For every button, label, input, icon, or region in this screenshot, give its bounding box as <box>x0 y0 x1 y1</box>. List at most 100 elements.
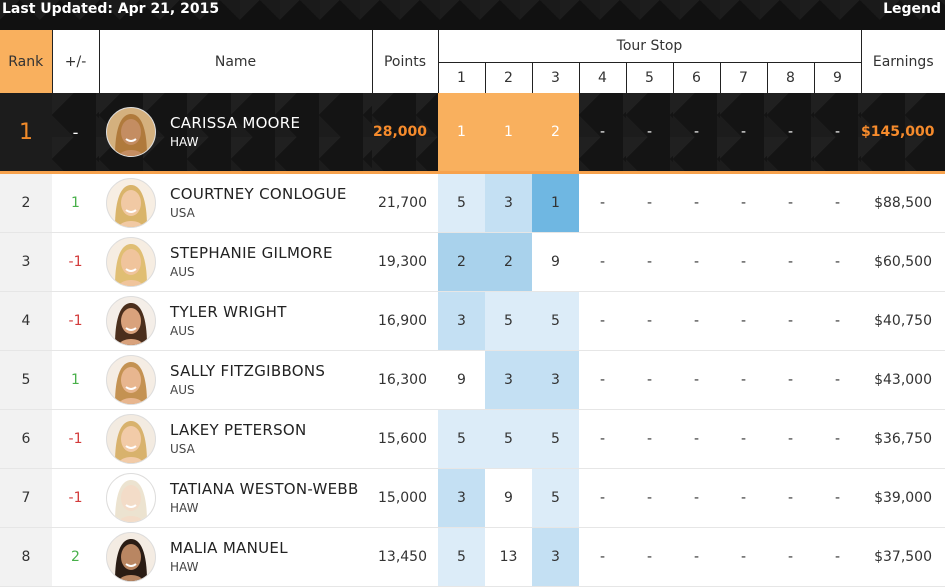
avatar <box>106 237 156 287</box>
surfer-cell[interactable]: STEPHANIE GILMORE AUS <box>99 232 372 292</box>
avatar <box>106 107 156 157</box>
last-updated-text: Last Updated: Apr 21, 2015 <box>2 1 220 17</box>
stop-result-2: 1 <box>485 93 532 174</box>
stop-header-5[interactable]: 5 <box>625 62 673 93</box>
surfer-cell[interactable]: COURTNEY CONLOGUE USA <box>99 172 372 233</box>
stop-result-5: - <box>626 350 673 410</box>
stop-result-4: - <box>579 409 626 469</box>
points-header[interactable]: Points <box>371 30 438 93</box>
stop-result-3: 2 <box>532 93 579 174</box>
change-cell: -1 <box>52 291 99 351</box>
rank-cell: 4 <box>0 291 52 351</box>
surfer-name[interactable]: CARISSA MOORE <box>170 114 301 132</box>
stop-header-8[interactable]: 8 <box>766 62 814 93</box>
rank-cell: 8 <box>0 527 52 587</box>
standings-row[interactable]: 2 1 COURTNEY CONLOGUE USA 21,700 5 3 1- - - - - - $88… <box>0 172 945 233</box>
earnings-cell: $39,000 <box>861 468 945 528</box>
change-cell: - <box>52 93 99 174</box>
stop-header-4[interactable]: 4 <box>578 62 626 93</box>
surfer-cell[interactable]: TATIANA WESTON-WEBB HAW <box>99 468 372 528</box>
stop-header-9[interactable]: 9 <box>813 62 861 93</box>
avatar <box>106 178 156 228</box>
stop-result-1: 5 <box>438 527 485 587</box>
rank-cell: 6 <box>0 409 52 469</box>
stop-result-3: 5 <box>532 409 579 469</box>
surfer-name[interactable]: SALLY FITZGIBBONS <box>170 362 326 380</box>
stop-result-8: - <box>767 350 814 410</box>
standings-row[interactable]: 1- CARISSA MOORE HAW 28,000 1 1 2- - - - - - $145,00… <box>0 93 945 174</box>
stop-result-4: - <box>579 350 626 410</box>
earnings-cell: $36,750 <box>861 409 945 469</box>
standings-row[interactable]: 7 -1 TATIANA WESTON-WEBB HAW 15,000 3 9 5- - - - - -… <box>0 468 945 528</box>
avatar <box>106 355 156 405</box>
stop-result-1: 2 <box>438 232 485 292</box>
stop-result-2: 5 <box>485 409 532 469</box>
avatar <box>106 414 156 464</box>
stop-header-6[interactable]: 6 <box>672 62 720 93</box>
surfer-name[interactable]: LAKEY PETERSON <box>170 421 307 439</box>
surfer-name[interactable]: TATIANA WESTON-WEBB <box>170 480 359 498</box>
stop-result-8: - <box>767 527 814 587</box>
stop-header-1[interactable]: 1 <box>437 62 485 93</box>
surfer-cell[interactable]: LAKEY PETERSON USA <box>99 409 372 469</box>
surfer-name[interactable]: COURTNEY CONLOGUE <box>170 185 347 203</box>
stop-result-6: - <box>673 291 720 351</box>
standings-row[interactable]: 4 -1 TYLER WRIGHT AUS 16,900 3 5 5- - - - - - $40,750 <box>0 291 945 351</box>
rank-cell: 7 <box>0 468 52 528</box>
standings-table: Rank +/- Name Points Tour Stop Earnings … <box>0 30 945 587</box>
stop-result-2: 5 <box>485 291 532 351</box>
standings-row[interactable]: 3 -1 STEPHANIE GILMORE AUS 19,300 2 2 9- - - - - - $6… <box>0 232 945 292</box>
surfer-country: AUS <box>170 383 195 397</box>
stop-result-8: - <box>767 409 814 469</box>
standings-row[interactable]: 5 1 SALLY FITZGIBBONS AUS 16,300 9 3 3- - - - - - $43… <box>0 350 945 410</box>
surfer-cell[interactable]: TYLER WRIGHT AUS <box>99 291 372 351</box>
surfer-cell[interactable]: CARISSA MOORE HAW <box>99 93 372 174</box>
points-cell: 16,300 <box>372 350 438 410</box>
rank-cell: 5 <box>0 350 52 410</box>
stop-result-8: - <box>767 291 814 351</box>
earnings-cell: $43,000 <box>861 350 945 410</box>
avatar <box>106 532 156 582</box>
surfer-name[interactable]: TYLER WRIGHT <box>170 303 287 321</box>
stop-result-4: - <box>579 527 626 587</box>
surfer-name[interactable]: STEPHANIE GILMORE <box>170 244 333 262</box>
stop-result-1: 5 <box>438 172 485 233</box>
earnings-header[interactable]: Earnings <box>860 30 945 93</box>
earnings-cell: $37,500 <box>861 527 945 587</box>
name-header[interactable]: Name <box>98 30 372 93</box>
change-header[interactable]: +/- <box>51 30 99 93</box>
surfer-country: USA <box>170 442 195 456</box>
standings-row[interactable]: 6 -1 LAKEY PETERSON USA 15,600 5 5 5- - - - - - $36,7… <box>0 409 945 469</box>
earnings-cell: $40,750 <box>861 291 945 351</box>
rank-cell: 1 <box>0 93 52 174</box>
stop-result-1: 5 <box>438 409 485 469</box>
stop-result-4: - <box>579 232 626 292</box>
stop-header-2[interactable]: 2 <box>484 62 532 93</box>
top-bar: Last Updated: Apr 21, 2015 Legend <box>0 0 945 30</box>
surfer-country: HAW <box>170 501 199 515</box>
legend-link[interactable]: Legend <box>883 1 941 17</box>
surfer-cell[interactable]: MALIA MANUEL HAW <box>99 527 372 587</box>
stop-result-5: - <box>626 409 673 469</box>
stop-result-5: - <box>626 232 673 292</box>
stop-result-3: 5 <box>532 468 579 528</box>
stop-result-7: - <box>720 409 767 469</box>
stop-result-2: 2 <box>485 232 532 292</box>
points-cell: 19,300 <box>372 232 438 292</box>
stop-result-5: - <box>626 468 673 528</box>
stop-result-2: 9 <box>485 468 532 528</box>
points-cell: 21,700 <box>372 172 438 233</box>
stop-result-7: - <box>720 93 767 174</box>
surfer-name[interactable]: MALIA MANUEL <box>170 539 288 557</box>
stop-header-7[interactable]: 7 <box>719 62 767 93</box>
stop-result-3: 9 <box>532 232 579 292</box>
stop-header-3[interactable]: 3 <box>531 62 579 93</box>
stop-result-8: - <box>767 93 814 174</box>
surfer-cell[interactable]: SALLY FITZGIBBONS AUS <box>99 350 372 410</box>
stop-result-2: 3 <box>485 350 532 410</box>
change-cell: 1 <box>52 172 99 233</box>
stop-result-2: 3 <box>485 172 532 233</box>
standings-row[interactable]: 8 2 MALIA MANUEL HAW 13,450 5 13 3- - - - - - $37,500 <box>0 527 945 587</box>
stop-result-3: 1 <box>532 172 579 233</box>
rank-header[interactable]: Rank <box>0 30 52 93</box>
